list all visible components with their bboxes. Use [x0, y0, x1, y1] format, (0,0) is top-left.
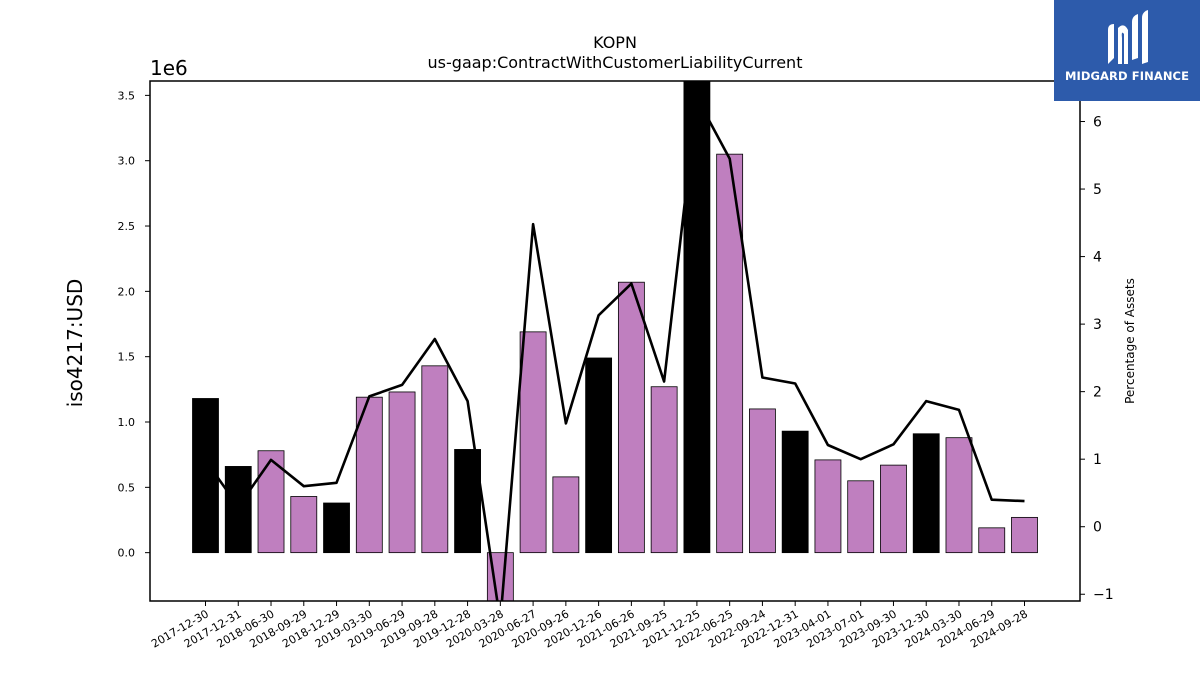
- bar-2022-09-24: [749, 408, 776, 554]
- bar-2024-06-29: [978, 527, 1006, 554]
- y-right-tick-label: 2: [1093, 385, 1102, 401]
- y-tick-label: 0.0: [118, 547, 136, 560]
- line-group: [204, 96, 1025, 601]
- right-axis-ticks: −1 0 1 2 3 4 5 6: [1080, 115, 1114, 603]
- y-right-tick-label: −1: [1093, 587, 1114, 603]
- y-axis-label: iso4217:USD: [63, 279, 87, 408]
- x-axis-ticks: 2017-12-302017-12-312018-06-302018-09-29…: [149, 601, 1030, 651]
- bar-2020-12-26: [585, 357, 613, 554]
- y-right-tick-label: 5: [1093, 182, 1102, 198]
- bar-2023-04-01: [814, 459, 842, 554]
- bar-2020-06-27: [519, 331, 547, 554]
- y-right-tick-label: 3: [1093, 317, 1102, 333]
- bar-2023-07-01: [847, 480, 875, 554]
- bar-2023-12-30: [912, 433, 940, 554]
- percentage-line: [204, 96, 1025, 601]
- bar-2019-09-28: [421, 365, 449, 554]
- y-right-tick-label: 1: [1093, 452, 1102, 468]
- bar-2021-06-26: [617, 281, 645, 554]
- y-right-tick-label: 6: [1093, 115, 1102, 131]
- y-right-tick-label: 4: [1093, 250, 1102, 266]
- chart-subtitle: us-gaap:ContractWithCustomerLiabilityCur…: [428, 53, 803, 72]
- y-right-tick-label: 0: [1093, 520, 1102, 536]
- brand-logo: MIDGARD FINANCE: [1054, 0, 1200, 101]
- bar-2022-12-31: [781, 430, 809, 554]
- y-tick-label: 1.5: [118, 351, 136, 364]
- bar-2024-03-30: [945, 437, 973, 554]
- chart-title: KOPN: [593, 33, 637, 52]
- left-axis-ticks: 0.0 0.5 1.0 1.5 2.0 2.5 3.0 3.5: [118, 89, 150, 560]
- y-tick-label: 2.0: [118, 285, 136, 298]
- y-tick-label: 2.5: [118, 220, 136, 233]
- bar-2021-09-25: [650, 386, 678, 554]
- bar-2018-09-29: [290, 496, 318, 554]
- bar-2018-12-29: [323, 502, 350, 554]
- y-offset-label: 1e6: [150, 56, 188, 80]
- y-axis-label-right: Percentage of Assets: [1123, 278, 1137, 404]
- bar-2017-12-30: [192, 398, 219, 554]
- bar-2024-09-28: [1011, 516, 1038, 554]
- y-tick-label: 3.0: [118, 155, 136, 168]
- bar-group: [192, 81, 1038, 601]
- bar-2017-12-31: [224, 466, 252, 554]
- bar-2023-09-30: [880, 464, 907, 554]
- plot-frame: [149, 80, 1081, 602]
- brand-name: MIDGARD FINANCE: [1064, 69, 1190, 83]
- midgard-logo-icon: [1108, 10, 1148, 64]
- y-tick-label: 0.5: [118, 481, 136, 494]
- bar-2019-06-29: [388, 391, 416, 554]
- bar-2021-12-25: [683, 81, 711, 554]
- y-tick-label: 1.0: [118, 416, 136, 429]
- bar-2020-09-26: [552, 476, 580, 554]
- bar-2019-03-30: [355, 396, 383, 554]
- y-tick-label: 3.5: [118, 89, 136, 102]
